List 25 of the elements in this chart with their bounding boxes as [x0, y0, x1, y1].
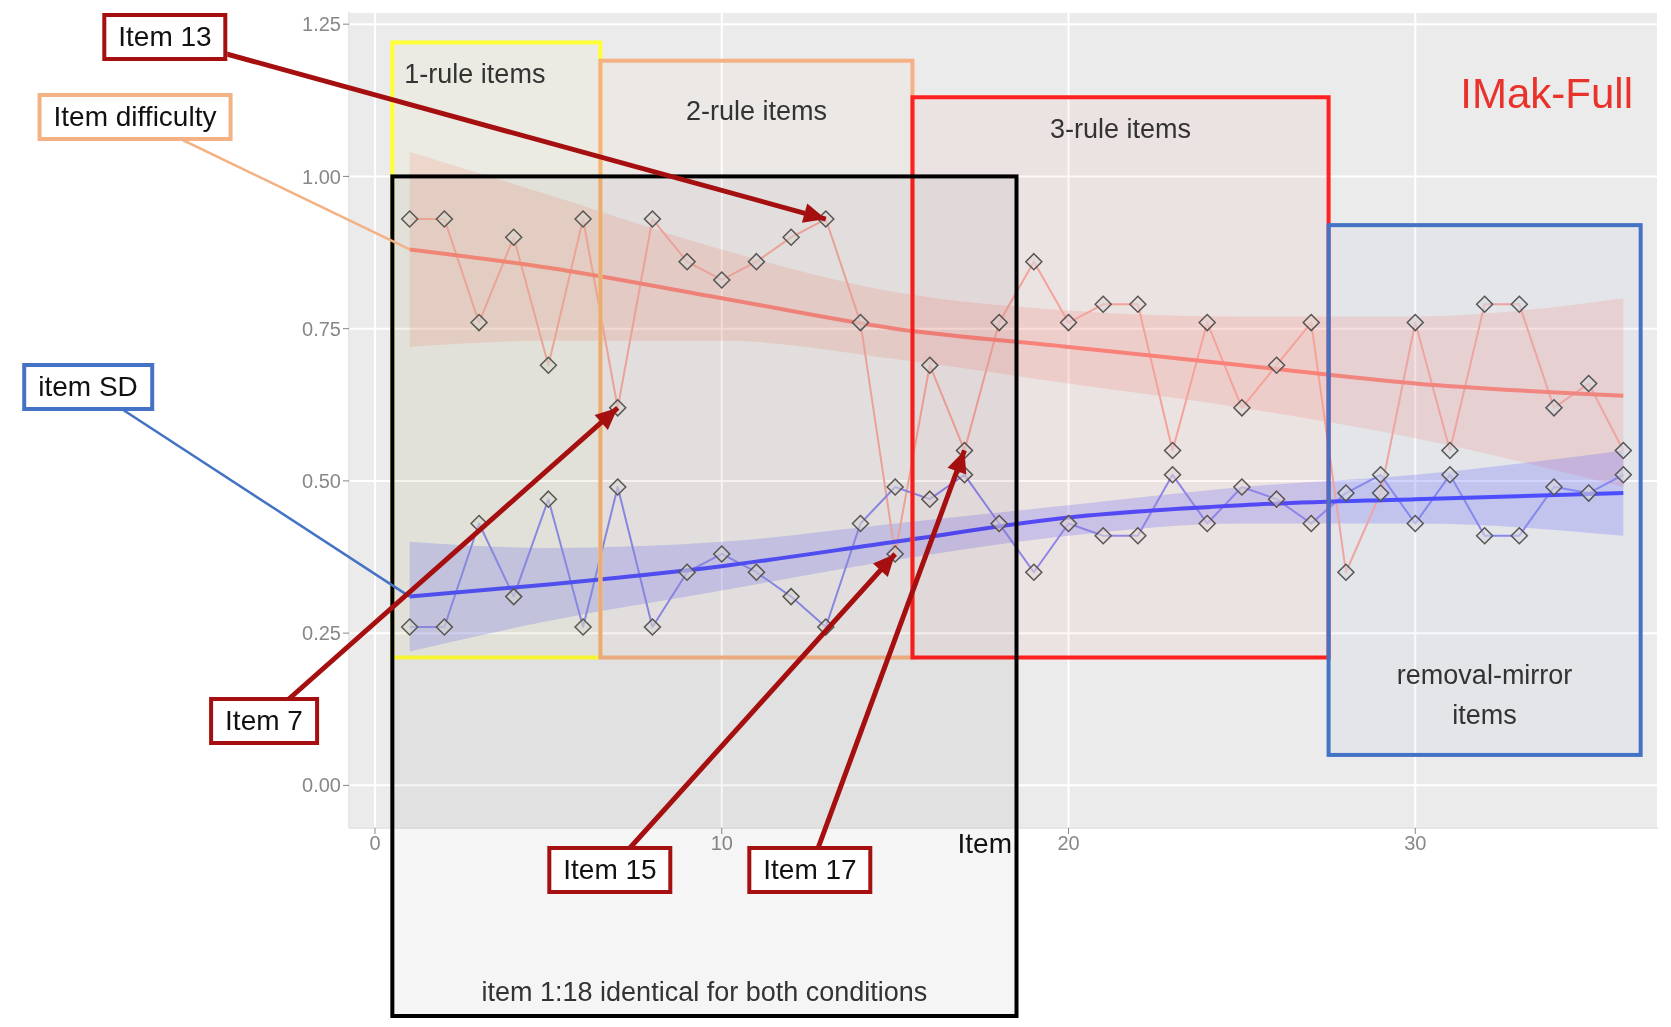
annotation: Item 15 [547, 846, 673, 894]
y-tick-label: 0.25 [302, 622, 341, 645]
annotation: Item 17 [747, 846, 873, 894]
y-tick-label: 0.75 [302, 317, 341, 340]
x-axis-title: Item [957, 828, 1013, 860]
band-label: 3-rule items [1049, 113, 1192, 147]
line-series [407, 247, 1626, 398]
annotation: item SD [22, 363, 154, 411]
text: IMak-Full [1460, 70, 1633, 118]
y-tick-label: 1.00 [302, 165, 341, 188]
band-label: removal-mirror items [1395, 658, 1574, 732]
x-tick-label: 30 [1404, 832, 1427, 855]
y-tick-label: 0.50 [302, 470, 341, 492]
line-series [407, 491, 1626, 599]
band-label: item 1:18 identical for both conditions [481, 976, 928, 1009]
band-label: 2-rule items [685, 94, 827, 128]
annotation: Item 7 [209, 697, 319, 745]
x-tick-label: 10 [710, 832, 733, 855]
annotation: Item 13 [102, 13, 228, 61]
annotation: Item difficulty [37, 93, 233, 141]
x-tick-label: 0 [369, 832, 381, 855]
y-tick-label: 0.00 [302, 774, 341, 797]
y-tick-label: 1.25 [302, 13, 341, 36]
x-tick-label: 20 [1057, 832, 1080, 855]
band-label: 1-rule items [404, 58, 546, 92]
